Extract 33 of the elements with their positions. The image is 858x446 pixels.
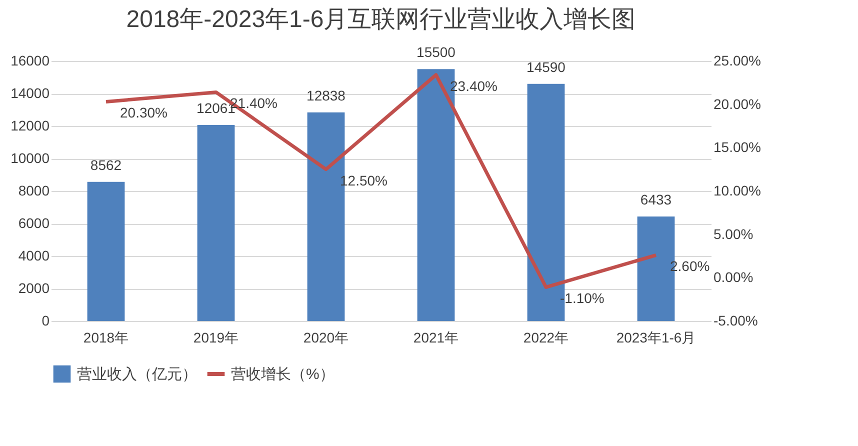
y2-tick-label: 10.00% [714, 182, 761, 198]
y2-tick-label: 0.00% [714, 269, 754, 286]
x-tick-label: 2020年 [303, 330, 349, 346]
x-tick-label: 2018年 [83, 330, 129, 346]
legend-label: 营收增长（%） [231, 366, 334, 383]
x-tick-label: 2023年1-6月 [616, 330, 696, 346]
x-tick-label: 2019年 [193, 330, 239, 346]
data-label: 6433 [640, 191, 672, 208]
y2-tick-label: -5.00% [714, 312, 758, 328]
x-tick-label: 2022年 [523, 330, 569, 346]
y2-tick-label: 20.00% [714, 96, 761, 112]
data-label: 15500 [416, 44, 456, 60]
data-label: 20.30% [120, 104, 168, 121]
y-tick-label: 12000 [10, 118, 50, 134]
y2-tick-label: 5.00% [714, 226, 754, 242]
y2-tick-label: 15.00% [714, 139, 761, 156]
y-tick-label: 14000 [10, 85, 50, 101]
y2-tick-label: 25.00% [714, 52, 761, 68]
y-tick-label: 16000 [10, 52, 50, 68]
chart-title: 2018年-2023年1-6月互联网行业营业收入增长图 [126, 6, 636, 34]
y-tick-label: 2000 [18, 280, 50, 296]
y-tick-label: 6000 [18, 215, 50, 231]
bar [87, 182, 125, 321]
data-label: 14590 [526, 58, 566, 75]
y-tick-label: 10000 [10, 150, 50, 166]
x-tick-label: 2021年 [413, 330, 459, 346]
y-tick-label: 8000 [18, 182, 50, 198]
data-label: 12838 [306, 87, 346, 104]
legend-label: 营业收入（亿元） [77, 366, 197, 383]
bar [197, 125, 235, 321]
y-tick-label: 4000 [18, 248, 50, 264]
y-tick-label: 0 [42, 312, 50, 328]
data-label: 8562 [90, 156, 122, 173]
